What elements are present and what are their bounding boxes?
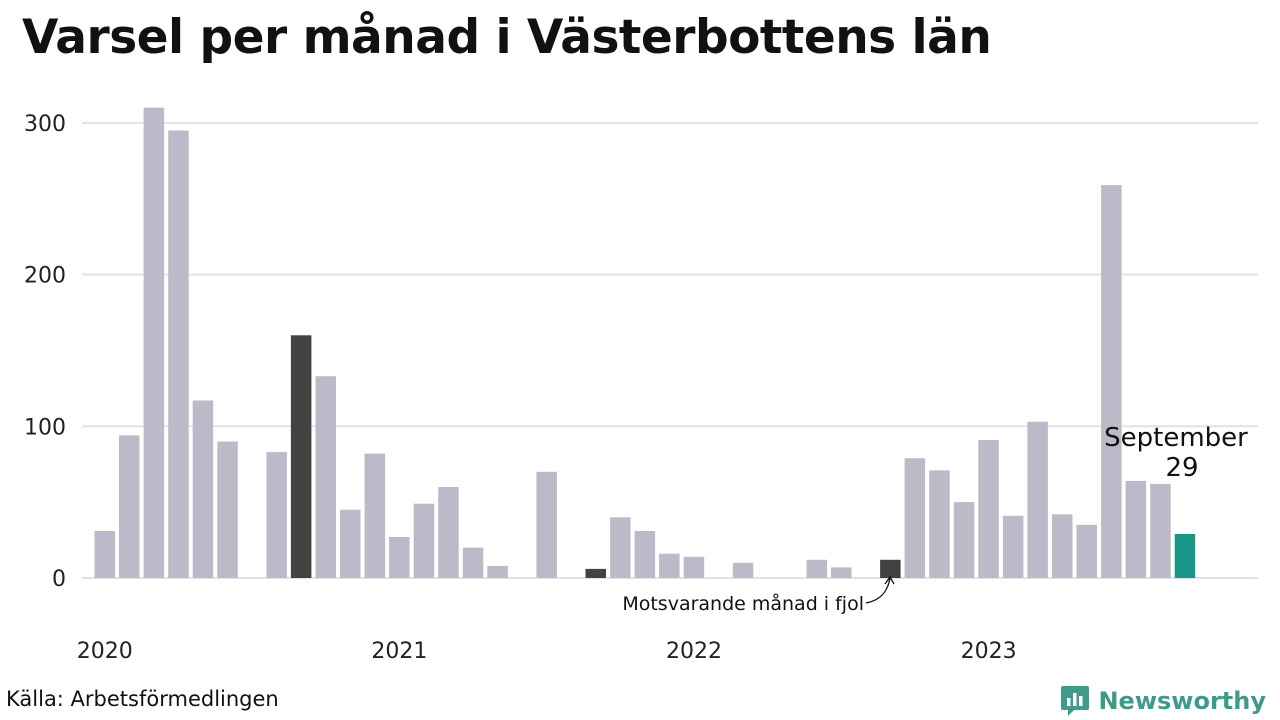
- x-tick-label: 2023: [961, 639, 1017, 664]
- bar: [438, 487, 459, 578]
- bar: [217, 441, 238, 578]
- bar: [831, 567, 852, 578]
- bar: [413, 503, 435, 578]
- bar: [953, 502, 975, 578]
- annotation-arrow: [865, 577, 891, 604]
- bars: [94, 107, 1196, 578]
- brand-logo: Newsworthy: [1060, 684, 1266, 718]
- x-tick-label: 2022: [666, 639, 722, 664]
- annotation-group: Motsvarande månad i fjol: [622, 575, 895, 615]
- annotation-label: Motsvarande månad i fjol: [622, 592, 864, 615]
- callout-month: September: [1104, 423, 1248, 453]
- bar: [1150, 483, 1171, 578]
- bar: [585, 568, 606, 578]
- source-label: Källa: Arbetsförmedlingen: [6, 687, 279, 711]
- bar: [1174, 534, 1196, 578]
- annotation-arrowhead: [884, 575, 895, 585]
- x-axis: 2020 2021 2022 2023: [77, 639, 1017, 664]
- bar: [119, 435, 140, 578]
- bar: [536, 471, 557, 578]
- bar: [94, 531, 115, 578]
- y-tick-label: 100: [24, 415, 66, 440]
- bar: [1027, 421, 1048, 578]
- bar: [610, 517, 631, 578]
- bar: [315, 376, 336, 578]
- bar: [290, 335, 312, 578]
- bar: [880, 559, 901, 578]
- y-tick-label: 200: [24, 264, 66, 289]
- bar: [732, 562, 754, 578]
- bar: [192, 400, 214, 578]
- y-tick-label: 300: [24, 112, 66, 137]
- bar: [929, 470, 950, 578]
- bar: [168, 130, 189, 578]
- bar: [143, 107, 165, 578]
- current-month-callout: September 29: [1104, 423, 1248, 483]
- bar: [978, 440, 999, 578]
- bar: [1052, 514, 1073, 578]
- bar: [266, 452, 287, 578]
- bar: [683, 556, 705, 578]
- bar: [389, 537, 410, 578]
- bar: [340, 509, 361, 578]
- y-axis: 0 100 200 300: [24, 112, 66, 592]
- bar: [1125, 480, 1147, 578]
- bar: [1076, 524, 1097, 578]
- y-tick-label: 0: [52, 567, 66, 592]
- brand-name: Newsworthy: [1098, 687, 1266, 715]
- x-tick-label: 2021: [371, 639, 427, 664]
- bar: [904, 458, 926, 578]
- bar: [634, 531, 656, 578]
- bar: [659, 553, 680, 578]
- bar: [1002, 515, 1024, 578]
- bar: [462, 547, 484, 578]
- bar: [487, 565, 508, 578]
- callout-value: 29: [1165, 453, 1198, 483]
- gridlines: [82, 121, 1258, 579]
- newsworthy-logo-icon: [1061, 686, 1090, 716]
- bar: [364, 453, 386, 578]
- bar: [1101, 185, 1122, 578]
- chart-title: Varsel per månad i Västerbottens län: [22, 10, 992, 65]
- x-tick-label: 2020: [77, 639, 133, 664]
- bar: [806, 559, 827, 578]
